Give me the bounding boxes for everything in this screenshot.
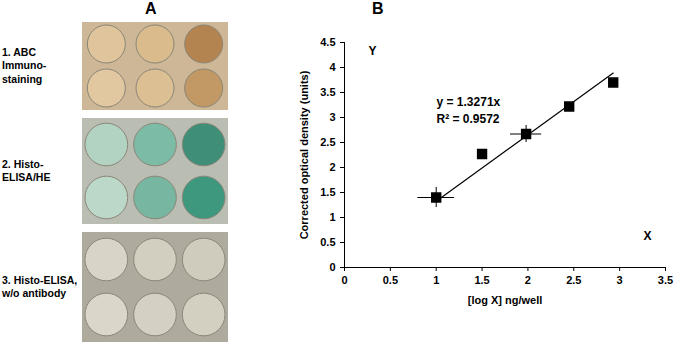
svg-text:3.5: 3.5 [658,274,673,286]
html-text:B: B [372,0,384,17]
svg-text:3.5: 3.5 [320,86,335,98]
html-text:3. Histo-ELISA, w/o antibody: 3. Histo-ELISA, w/o antibody [2,273,78,299]
svg-text:1: 1 [433,274,439,286]
svg-text:0.5: 0.5 [320,236,335,248]
svg-text:3: 3 [329,111,335,123]
svg-text:X: X [643,229,651,243]
svg-text:2.5: 2.5 [566,274,581,286]
svg-text:Y: Y [369,44,377,58]
svg-text:1.5: 1.5 [320,186,335,198]
svg-text:4: 4 [329,61,336,73]
svg-text:0: 0 [329,261,335,273]
svg-text:R² = 0.9572: R² = 0.9572 [437,112,500,126]
svg-text:Corrected optical density (uni: Corrected optical density (units) [298,70,310,239]
html-text:A: A [145,0,157,17]
svg-text:y = 1.3271x: y = 1.3271x [437,95,501,109]
html-text:2. Histo-ELISA/HE: 2. Histo-ELISA/HE [2,157,51,183]
svg-text:4.5: 4.5 [320,36,335,48]
svg-text:0: 0 [341,274,347,286]
svg-text:[log X] ng/well: [log X] ng/well [468,294,543,306]
svg-text:3: 3 [617,274,623,286]
svg-text:2.5: 2.5 [320,136,335,148]
svg-text:1.5: 1.5 [474,274,489,286]
svg-text:1: 1 [329,211,335,223]
svg-text:2: 2 [525,274,531,286]
html-text:1. ABC Immuno-staining: 1. ABC Immuno-staining [2,46,47,85]
svg-text:2: 2 [329,161,335,173]
svg-text:0.5: 0.5 [383,274,398,286]
